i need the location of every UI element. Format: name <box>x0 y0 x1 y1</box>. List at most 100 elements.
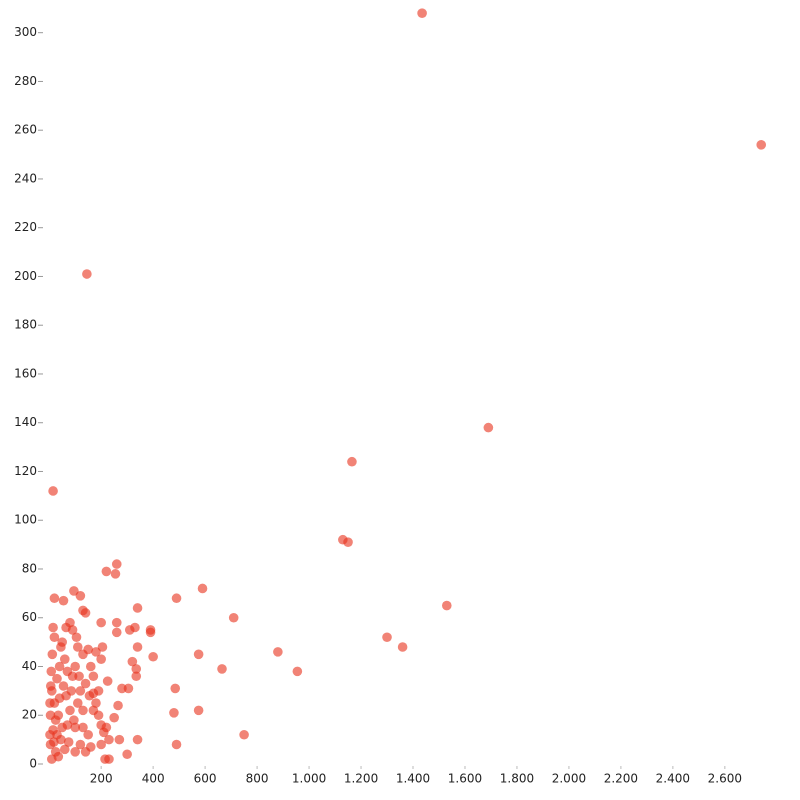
y-tick-label: 260 <box>14 123 37 137</box>
point <box>70 661 80 672</box>
point <box>80 747 91 757</box>
point <box>83 729 93 740</box>
point <box>100 754 110 764</box>
y-tick-label: 280 <box>14 74 37 88</box>
y-tick-label: 180 <box>14 318 37 332</box>
x-tick-label: 1.600 <box>448 772 482 786</box>
y-tick-label: 100 <box>14 513 37 527</box>
point <box>52 673 62 684</box>
x-tick-label: 400 <box>142 772 165 786</box>
point <box>54 693 65 703</box>
x-tick-label: 1.800 <box>500 772 534 786</box>
point <box>756 140 767 150</box>
point <box>292 666 303 677</box>
point <box>169 708 179 718</box>
point <box>124 625 135 635</box>
point <box>62 666 73 677</box>
point <box>131 671 142 682</box>
y-tick-label: 220 <box>14 220 37 234</box>
point <box>58 681 69 691</box>
point <box>88 671 99 682</box>
point <box>417 8 427 18</box>
point <box>441 600 452 611</box>
point <box>49 593 60 604</box>
point <box>45 729 55 740</box>
point <box>45 698 55 708</box>
point <box>148 651 158 662</box>
point <box>104 734 114 745</box>
point <box>171 739 182 750</box>
point <box>88 688 99 699</box>
point <box>132 603 143 613</box>
point <box>75 686 86 696</box>
point <box>54 661 65 672</box>
point <box>483 422 494 433</box>
x-tick-label: 2.000 <box>552 772 586 786</box>
y-tick-label: 140 <box>14 415 37 429</box>
point <box>132 734 143 745</box>
point <box>117 683 127 694</box>
y-tick-label: 60 <box>22 610 37 624</box>
x-tick-label: 800 <box>246 772 269 786</box>
x-tick-label: 2.400 <box>656 772 690 786</box>
x-tick-label: 600 <box>194 772 217 786</box>
point <box>193 705 204 716</box>
point <box>111 627 122 638</box>
point <box>111 617 122 628</box>
point <box>80 678 91 689</box>
point <box>91 698 101 708</box>
point <box>78 705 88 716</box>
point <box>85 661 96 672</box>
point <box>57 637 67 647</box>
point <box>46 666 57 677</box>
point <box>59 654 70 664</box>
point <box>111 559 122 569</box>
point <box>67 625 78 635</box>
point <box>193 649 204 660</box>
point <box>63 737 74 747</box>
point <box>397 642 408 652</box>
point <box>382 632 392 643</box>
point <box>101 722 112 733</box>
point <box>72 698 83 708</box>
point <box>102 676 113 686</box>
y-tick-label: 40 <box>22 659 37 673</box>
x-tick-label: 2.600 <box>708 772 742 786</box>
y-tick-label: 300 <box>14 25 37 39</box>
point <box>71 632 82 643</box>
point <box>109 712 119 723</box>
y-tick-label: 80 <box>22 561 37 575</box>
point <box>82 269 92 279</box>
point <box>96 739 106 750</box>
point <box>217 664 227 674</box>
point <box>47 649 58 660</box>
point <box>228 612 239 623</box>
point <box>70 722 80 733</box>
point <box>48 622 58 633</box>
x-tick-label: 200 <box>90 772 113 786</box>
point <box>65 617 75 628</box>
point <box>62 720 73 730</box>
y-tick-label: 20 <box>22 708 37 722</box>
point <box>49 632 60 643</box>
point <box>273 647 283 657</box>
y-tick-label: 160 <box>14 366 37 380</box>
point <box>122 749 132 760</box>
point <box>91 647 101 657</box>
y-tick-label: 120 <box>14 464 37 478</box>
point <box>96 654 106 664</box>
point <box>58 595 69 606</box>
point <box>96 617 106 628</box>
y-tick-label: 0 <box>29 757 37 771</box>
point <box>48 486 58 496</box>
point <box>53 751 64 762</box>
point <box>114 734 125 745</box>
point <box>88 705 99 716</box>
point <box>69 586 79 596</box>
point <box>65 705 75 716</box>
x-tick-label: 1.000 <box>292 772 326 786</box>
point <box>132 642 143 652</box>
point <box>113 700 123 711</box>
